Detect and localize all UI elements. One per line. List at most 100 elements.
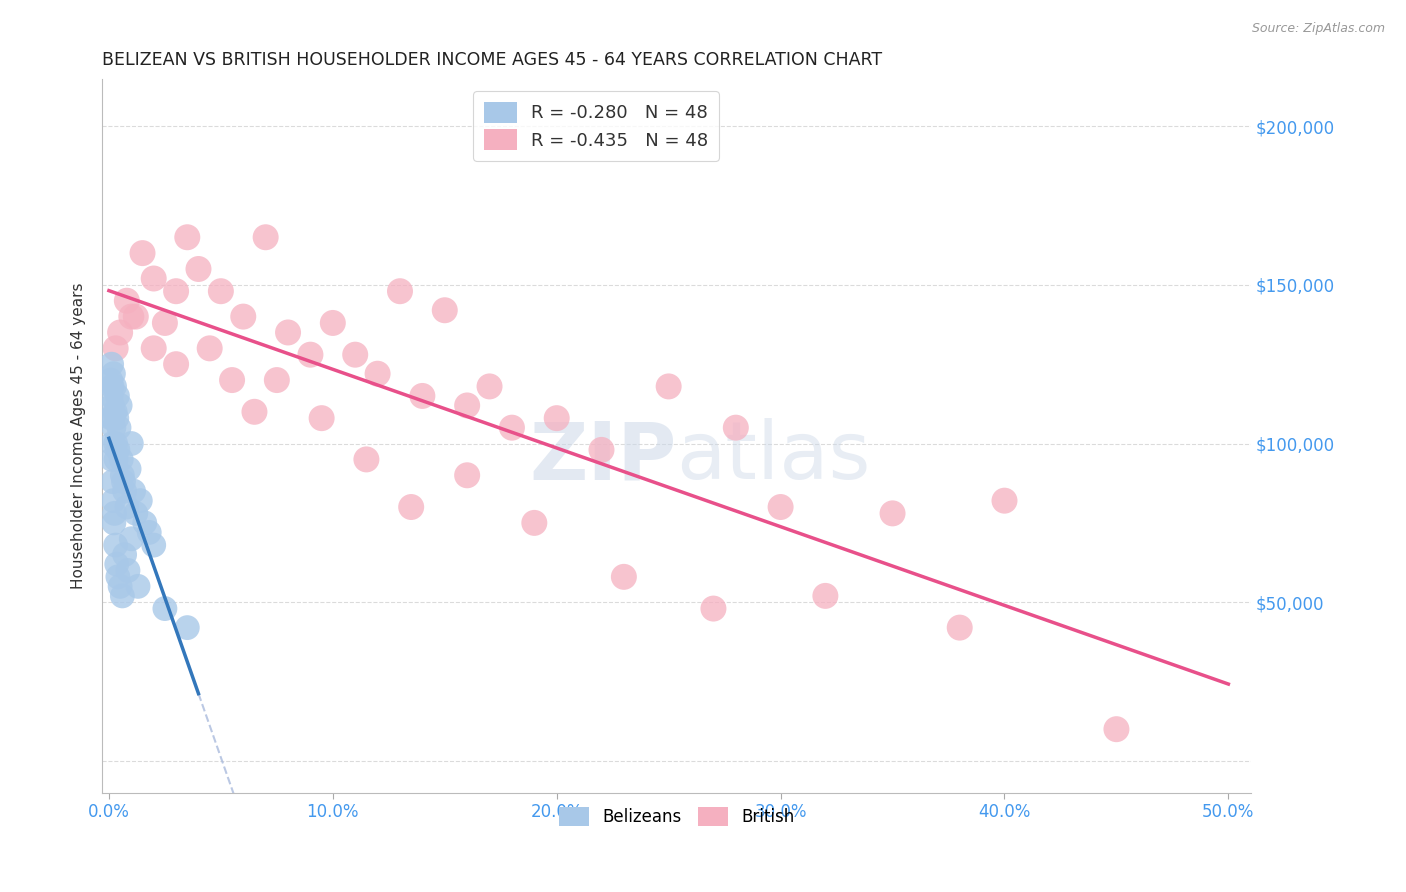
Point (702, 601, 724, 615)
Point (456, 468, 478, 483)
Point (100, 357, 122, 371)
Point (165, 284, 187, 298)
Point (100, 389, 122, 403)
Point (546, 411, 568, 425)
Point (299, 348, 322, 362)
Point (501, 420, 523, 434)
Point (433, 303, 456, 318)
Point (993, 493, 1015, 508)
Point (108, 420, 131, 434)
Point (107, 389, 129, 403)
Point (1105, 722, 1128, 736)
Point (221, 373, 243, 387)
Text: BELIZEAN VS BRITISH HOUSEHOLDER INCOME AGES 45 - 64 YEARS CORRELATION CHART: BELIZEAN VS BRITISH HOUSEHOLDER INCOME A… (103, 51, 883, 69)
Point (949, 621, 972, 635)
Point (344, 348, 367, 362)
Point (198, 342, 221, 356)
Point (311, 411, 333, 425)
Point (769, 500, 792, 514)
Point (111, 468, 134, 483)
Point (153, 316, 176, 330)
Point (277, 326, 299, 340)
Point (101, 379, 124, 393)
Point (105, 452, 128, 467)
Point (153, 601, 176, 615)
Point (103, 367, 125, 381)
Point (120, 436, 142, 450)
Point (613, 570, 636, 584)
Point (101, 399, 124, 413)
Point (104, 538, 127, 552)
Point (103, 493, 125, 508)
Point (129, 493, 152, 508)
Point (243, 405, 266, 419)
Point (367, 367, 389, 381)
Point (101, 475, 124, 489)
Point (101, 436, 124, 450)
Point (118, 462, 141, 476)
Point (131, 246, 153, 260)
Point (101, 452, 124, 467)
Point (112, 475, 135, 489)
Point (115, 500, 138, 514)
Point (456, 399, 478, 413)
Point (127, 579, 149, 593)
Point (107, 442, 129, 457)
Point (120, 310, 142, 324)
Point (122, 484, 145, 499)
Point (103, 379, 125, 393)
Text: atlas: atlas (676, 418, 870, 496)
Point (266, 373, 288, 387)
Point (105, 411, 128, 425)
Point (117, 564, 139, 578)
Point (882, 507, 904, 521)
Point (103, 507, 125, 521)
Point (356, 452, 378, 467)
Point (724, 420, 747, 434)
Point (125, 310, 148, 324)
Point (142, 271, 165, 285)
Point (101, 411, 124, 425)
Point (591, 442, 613, 457)
Point (138, 525, 160, 540)
Point (120, 532, 142, 546)
Point (125, 507, 148, 521)
Point (100, 411, 122, 425)
Point (209, 284, 232, 298)
Legend: Belizeans, British: Belizeans, British (550, 798, 803, 834)
Point (523, 516, 546, 530)
Point (176, 621, 198, 635)
Point (107, 570, 129, 584)
Point (658, 379, 681, 393)
Text: ZIP: ZIP (529, 418, 676, 496)
Point (142, 538, 165, 552)
Point (104, 405, 127, 419)
Point (108, 399, 131, 413)
Point (399, 500, 422, 514)
Point (104, 436, 127, 450)
Point (814, 589, 837, 603)
Point (110, 452, 132, 467)
Point (114, 484, 136, 499)
Point (108, 326, 131, 340)
Point (134, 516, 156, 530)
Point (105, 557, 128, 571)
Text: Source: ZipAtlas.com: Source: ZipAtlas.com (1251, 22, 1385, 36)
Point (322, 316, 344, 330)
Point (232, 310, 254, 324)
Point (111, 589, 134, 603)
Point (478, 379, 501, 393)
Point (176, 230, 198, 244)
Point (115, 293, 138, 308)
Point (104, 342, 127, 356)
Point (411, 389, 433, 403)
Point (114, 548, 136, 562)
Point (100, 373, 122, 387)
Point (103, 420, 125, 434)
Point (142, 342, 165, 356)
Point (187, 262, 209, 277)
Point (165, 357, 187, 371)
Point (103, 516, 125, 530)
Point (108, 579, 131, 593)
Point (254, 230, 277, 244)
